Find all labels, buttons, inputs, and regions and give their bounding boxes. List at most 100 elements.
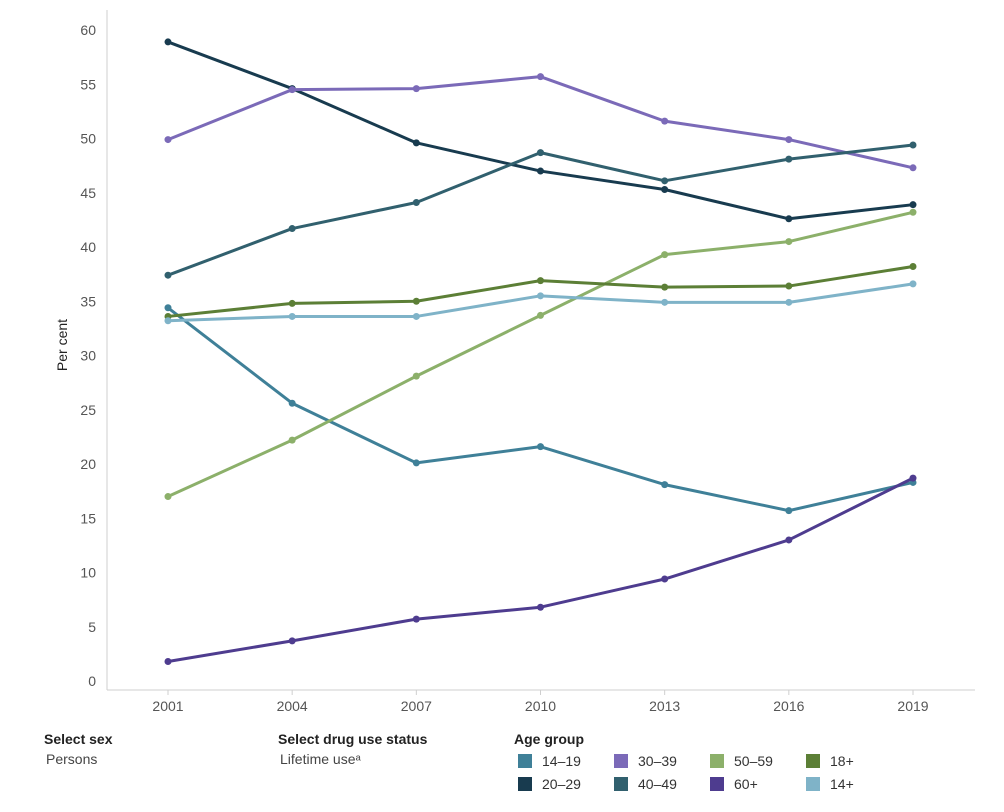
data-point[interactable] — [288, 436, 296, 444]
data-point[interactable] — [785, 298, 793, 306]
data-point[interactable] — [785, 536, 793, 544]
y-tick-label: 0 — [88, 673, 96, 689]
data-point[interactable] — [288, 86, 296, 94]
y-tick-label: 20 — [80, 456, 96, 472]
data-point[interactable] — [537, 603, 544, 611]
data-point[interactable] — [537, 277, 544, 285]
data-point[interactable] — [537, 167, 544, 175]
data-point[interactable] — [785, 136, 793, 144]
legend-item-60-plus[interactable]: 60+ — [710, 776, 758, 792]
data-point[interactable] — [412, 139, 420, 147]
legend-item-40-49[interactable]: 40–49 — [614, 776, 677, 792]
legend-item-20-29[interactable]: 20–29 — [518, 776, 581, 792]
legend-swatch — [710, 777, 724, 791]
data-point[interactable] — [909, 141, 917, 149]
data-point[interactable] — [412, 372, 420, 380]
y-axis-label: Per cent — [54, 319, 70, 371]
data-point[interactable] — [537, 149, 544, 157]
data-point[interactable] — [164, 136, 172, 144]
data-point[interactable] — [909, 263, 917, 271]
data-point[interactable] — [164, 657, 172, 665]
series-line — [166, 143, 915, 277]
data-point[interactable] — [661, 481, 669, 489]
data-point[interactable] — [661, 283, 669, 291]
y-tick-label: 50 — [80, 131, 96, 147]
data-point[interactable] — [412, 615, 420, 623]
legend-label: 20–29 — [542, 776, 581, 792]
data-point[interactable] — [661, 298, 669, 306]
series-40-49 — [164, 141, 917, 279]
y-tick-label: 15 — [80, 510, 96, 526]
data-point[interactable] — [412, 199, 420, 207]
series-20-29 — [164, 38, 917, 223]
data-point[interactable] — [164, 493, 172, 501]
sex-filter-label: Select sex — [44, 731, 113, 747]
legend-item-14-19[interactable]: 14–19 — [518, 753, 581, 769]
series-30-39 — [164, 73, 917, 172]
data-point[interactable] — [537, 311, 544, 319]
legend-label: 14+ — [830, 776, 854, 792]
y-tick-label: 40 — [80, 239, 96, 255]
legend-swatch — [518, 777, 532, 791]
legend-title: Age group — [514, 731, 584, 747]
data-point[interactable] — [288, 312, 296, 320]
series-line — [166, 476, 915, 663]
series-50-59 — [164, 208, 917, 501]
y-tick-label: 55 — [80, 76, 96, 92]
legend-item-18-plus[interactable]: 18+ — [806, 753, 854, 769]
series-line — [166, 265, 915, 318]
y-tick-label: 35 — [80, 293, 96, 309]
data-point[interactable] — [288, 637, 296, 645]
data-point[interactable] — [412, 85, 420, 93]
series-18-plus — [164, 263, 917, 320]
data-point[interactable] — [537, 73, 544, 81]
sex-filter-value[interactable]: Persons — [46, 751, 98, 767]
data-point[interactable] — [661, 575, 669, 583]
data-point[interactable] — [288, 399, 296, 407]
data-point[interactable] — [164, 38, 172, 46]
legend-swatch — [806, 754, 820, 768]
legend-label: 14–19 — [542, 753, 581, 769]
data-point[interactable] — [661, 185, 669, 193]
data-point[interactable] — [909, 208, 917, 216]
legend-item-14-plus[interactable]: 14+ — [806, 776, 854, 792]
drug-use-filter[interactable]: Select drug use status Lifetime useᵃ — [278, 731, 427, 767]
series-14-plus — [164, 280, 917, 325]
sex-filter[interactable]: Select sex Persons — [44, 731, 113, 767]
data-point[interactable] — [412, 297, 420, 305]
legend-swatch — [518, 754, 532, 768]
legend-item-30-39[interactable]: 30–39 — [614, 753, 677, 769]
data-point[interactable] — [661, 177, 669, 185]
data-point[interactable] — [412, 459, 420, 467]
drug-use-filter-value[interactable]: Lifetime useᵃ — [280, 751, 361, 767]
y-tick-label: 25 — [80, 402, 96, 418]
data-point[interactable] — [909, 280, 917, 288]
data-point[interactable] — [661, 251, 669, 259]
y-tick-label: 45 — [80, 185, 96, 201]
data-point[interactable] — [909, 164, 917, 172]
data-point[interactable] — [288, 225, 296, 233]
data-point[interactable] — [785, 215, 793, 223]
legend-label: 50–59 — [734, 753, 773, 769]
data-point[interactable] — [164, 304, 172, 312]
data-point[interactable] — [412, 312, 420, 320]
data-point[interactable] — [785, 238, 793, 246]
data-point[interactable] — [909, 474, 917, 482]
data-point[interactable] — [537, 443, 544, 451]
chart-axes: 0 5 10 15 20 25 30 35 40 45 50 55 60 2001 2004 2007 2010… — [80, 10, 975, 714]
data-point[interactable] — [288, 299, 296, 307]
legend-swatch — [614, 777, 628, 791]
data-point[interactable] — [909, 201, 917, 209]
legend-item-50-59[interactable]: 50–59 — [710, 753, 773, 769]
y-tick-label: 10 — [80, 565, 96, 581]
data-point[interactable] — [785, 155, 793, 163]
data-point[interactable] — [661, 117, 669, 125]
series-line — [166, 210, 915, 499]
data-point[interactable] — [164, 271, 172, 279]
data-point[interactable] — [785, 282, 793, 290]
data-point[interactable] — [537, 292, 544, 300]
y-tick-label: 5 — [88, 619, 96, 635]
data-point[interactable] — [164, 317, 172, 325]
data-point[interactable] — [785, 507, 793, 515]
series-60-plus — [164, 474, 917, 665]
